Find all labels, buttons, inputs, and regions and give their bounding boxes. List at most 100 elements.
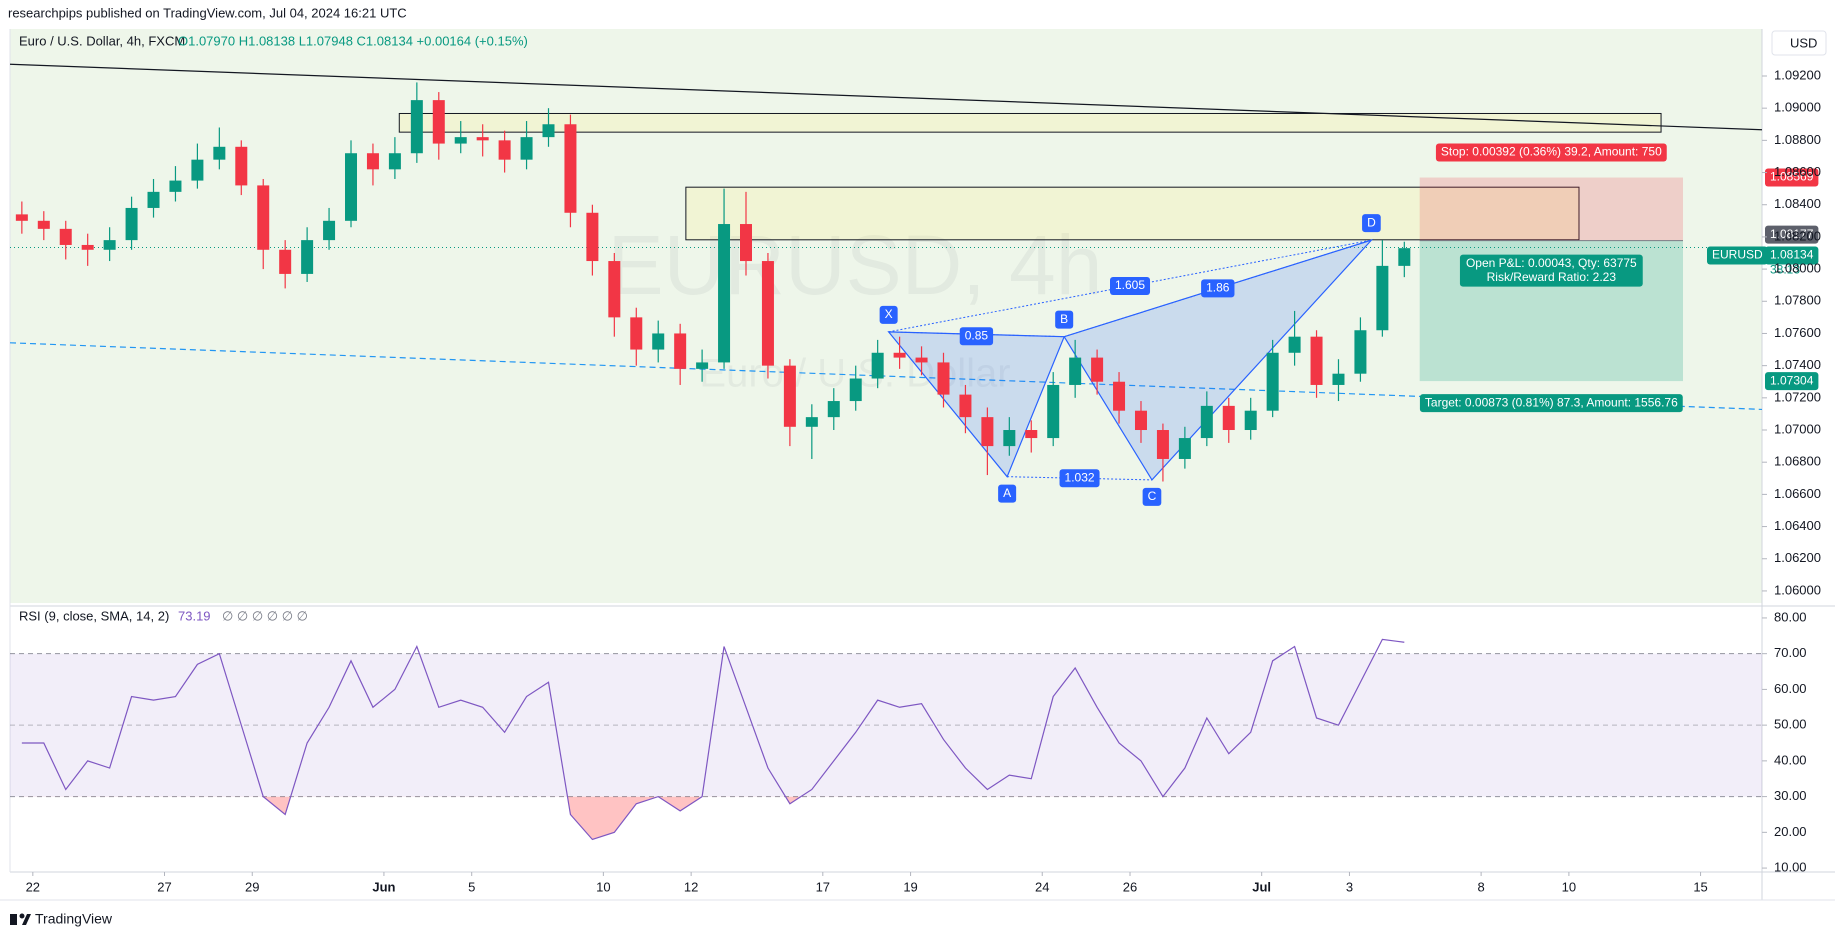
pattern-point-label: D [1367, 215, 1376, 229]
symbol-label: EURUSD [1712, 248, 1763, 262]
candle-body [432, 100, 445, 144]
logo-mark [10, 914, 17, 925]
y-tick-label: 1.06600 [1774, 486, 1821, 501]
x-tick-label: 10 [1562, 879, 1576, 894]
published-line: researchpips published on TradingView.co… [8, 5, 407, 20]
x-tick-label: 27 [157, 879, 171, 894]
pattern-point-label: C [1148, 489, 1157, 503]
candle-body [1091, 357, 1104, 382]
candle-body [323, 220, 336, 241]
x-tick-label: 24 [1035, 879, 1049, 894]
candle-body [59, 228, 72, 245]
candle-body [213, 146, 226, 160]
countdown: 38:13 [1770, 263, 1800, 277]
rsi-title[interactable]: RSI (9, close, SMA, 14, 2) [19, 608, 169, 623]
x-tick-label: 19 [903, 879, 917, 894]
y-tick-label: 30.00 [1774, 788, 1807, 803]
candle-body [520, 137, 533, 160]
candle-body [1266, 352, 1279, 411]
candle-body [1047, 384, 1060, 439]
candle-body [652, 333, 665, 350]
candle-body [1376, 265, 1389, 331]
pattern-point-label-box [879, 305, 898, 324]
candle-body [1244, 410, 1257, 431]
candle-body [37, 220, 50, 229]
entry-price-label-box [1765, 225, 1819, 244]
candle-body [805, 417, 818, 427]
candle-body [608, 261, 621, 318]
symbol-title[interactable]: Euro / U.S. Dollar, 4h, FXCM [19, 33, 185, 48]
logo-mark [22, 914, 31, 925]
logo-mark [19, 913, 25, 919]
y-tick-label: 1.08800 [1774, 132, 1821, 147]
y-tick-label: 1.06800 [1774, 454, 1821, 469]
candle-body [1003, 430, 1016, 447]
x-tick-label: 3 [1346, 879, 1353, 894]
y-tick-label: 1.07000 [1774, 421, 1821, 436]
candle-body [279, 249, 292, 274]
pnl-label: Open P&L: 0.00043, Qty: 63775 [1466, 256, 1637, 270]
candle-body [1069, 357, 1082, 385]
rsi-line [21, 638, 1405, 841]
y-tick-label: 10.00 [1774, 860, 1807, 875]
stop-price-label: 1.08569 [1770, 170, 1814, 184]
candle-body [1398, 248, 1411, 266]
footer-brand[interactable]: TradingView [35, 911, 113, 927]
x-tick-label: 12 [684, 879, 698, 894]
target-price-label: 1.07304 [1770, 373, 1814, 387]
stop-label-box [1435, 143, 1667, 162]
candle-body [959, 394, 972, 418]
pattern-point-label-box [998, 484, 1017, 503]
rr-label: Risk/Reward Ratio: 2.23 [1487, 270, 1617, 284]
entry-price-label: 1.08177 [1770, 227, 1814, 241]
candle-body [1200, 405, 1213, 439]
target-label-box [1419, 394, 1683, 413]
candle-body [915, 357, 928, 363]
ohlc-legend: O1.07970 H1.08138 L1.07948 C1.08134 +0.0… [178, 33, 528, 48]
candle-body [586, 212, 599, 262]
candle-body [15, 214, 28, 221]
last-price-label-box [1765, 246, 1819, 265]
candle-body [849, 378, 862, 402]
y-tick-label: 60.00 [1774, 681, 1807, 696]
candle-body [476, 137, 489, 141]
candle-body [103, 240, 116, 250]
tradingview-logo[interactable]: TradingView [10, 911, 113, 927]
candle-body [498, 140, 511, 160]
pattern-ratio: 1.605 [1115, 278, 1145, 292]
pattern-ratio: 1.86 [1206, 281, 1230, 295]
symbol-label-box [1707, 246, 1768, 265]
stop-label: Stop: 0.00392 (0.36%) 39.2, Amount: 750 [1441, 145, 1662, 159]
trendline [10, 63, 1762, 131]
supply-zone [398, 112, 1662, 133]
candle-body [783, 365, 796, 427]
y-tick-label: 40.00 [1774, 752, 1807, 767]
currency-box[interactable] [1771, 30, 1827, 56]
y-tick-label: 70.00 [1774, 645, 1807, 660]
pattern-point-label-box [1142, 487, 1162, 506]
candle-body [388, 153, 401, 170]
x-tick-label: 22 [26, 879, 40, 894]
y-tick-label: 1.09000 [1774, 100, 1821, 115]
y-tick-label: 80.00 [1774, 609, 1807, 624]
candle-body [169, 180, 182, 192]
supply-zone [685, 186, 1580, 241]
pattern-point-label-box [1362, 214, 1381, 233]
pattern-ratio: 0.85 [965, 328, 989, 342]
x-tick-label: Jul [1252, 879, 1271, 894]
y-tick-label: 1.07600 [1774, 325, 1821, 340]
candle-body [630, 317, 643, 350]
target-label: Target: 0.00873 (0.81%) 87.3, Amount: 15… [1425, 395, 1678, 409]
y-tick-label: 1.06200 [1774, 550, 1821, 565]
candle-body [937, 362, 950, 395]
candle-body [1134, 410, 1147, 431]
candle-body [301, 240, 314, 274]
x-tick-label: 8 [1478, 879, 1485, 894]
candle-body [257, 185, 270, 250]
last-price-label: 1.08134 [1770, 248, 1814, 262]
y-tick-label: 50.00 [1774, 717, 1807, 732]
y-tick-label: 1.07800 [1774, 293, 1821, 308]
y-tick-label: 1.06400 [1774, 518, 1821, 533]
currency[interactable]: USD [1790, 35, 1817, 50]
